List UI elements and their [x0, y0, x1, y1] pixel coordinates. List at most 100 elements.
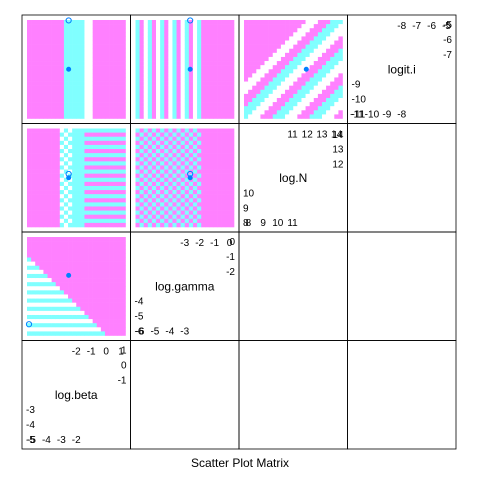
heatmap-cell [217, 194, 222, 199]
heatmap-cell [213, 69, 218, 74]
heatmap-cell [330, 40, 335, 45]
heatmap-cell [334, 97, 339, 103]
heatmap-cell [297, 56, 302, 62]
heatmap-cell [321, 77, 327, 82]
heatmap-cell [309, 61, 315, 66]
heatmap-cell [184, 81, 190, 86]
heatmap-cell [109, 161, 114, 166]
heatmap-cell [84, 310, 89, 316]
heatmap-cell [244, 20, 249, 25]
heatmap-cell [109, 181, 114, 187]
diag-tick-label: -6 [135, 327, 144, 338]
heatmap-cell [321, 85, 327, 91]
heatmap-cell [264, 73, 269, 78]
heatmap-cell [139, 149, 144, 154]
heatmap-cell [225, 32, 231, 37]
heatmap-cell [121, 194, 126, 199]
heatmap-cell [326, 114, 331, 119]
heatmap-cell [221, 40, 227, 45]
heatmap-cell [217, 28, 222, 33]
heatmap-cell [184, 65, 190, 70]
heatmap-cell [321, 81, 327, 86]
heatmap-cell [76, 206, 81, 211]
heatmap-cell [80, 69, 85, 74]
heatmap-cell [76, 149, 81, 154]
heatmap-cell [192, 61, 198, 66]
heatmap-cell [80, 202, 85, 207]
heatmap-cell [264, 114, 269, 119]
heatmap-cell [76, 177, 81, 183]
heatmap-cell [104, 206, 110, 211]
heatmap-cell [248, 40, 253, 45]
heatmap-cell [39, 48, 44, 54]
heatmap-cell [68, 140, 73, 146]
heatmap-cell [59, 169, 65, 174]
heatmap-cell [88, 32, 93, 37]
heatmap-cell [84, 327, 89, 332]
heatmap-cell [47, 273, 52, 279]
heatmap-cell [51, 237, 57, 242]
heatmap-cell [35, 102, 40, 107]
heatmap-cell [297, 93, 302, 99]
heatmap-cell [47, 106, 52, 111]
heatmap-cell [59, 319, 65, 324]
heatmap-cell [229, 218, 235, 224]
heatmap-cell [289, 65, 294, 70]
heatmap-cell [113, 56, 118, 62]
heatmap-cell [213, 93, 218, 99]
heatmap-cell [326, 106, 331, 111]
heatmap-cell [109, 132, 114, 137]
heatmap-cell [88, 323, 93, 328]
heatmap-cell [184, 177, 190, 183]
heatmap-cell [109, 298, 114, 303]
heatmap-cell [164, 24, 169, 29]
heatmap-cell [135, 157, 140, 162]
heatmap-cell [321, 32, 327, 37]
heatmap-cell [63, 24, 69, 29]
heatmap-cell [176, 198, 181, 203]
heatmap-cell [27, 102, 32, 107]
heatmap-cell [43, 144, 48, 150]
heatmap-cell [121, 89, 126, 95]
heatmap-cell [256, 48, 261, 54]
heatmap-cell [225, 144, 231, 150]
heatmap-cell [209, 218, 214, 224]
heatmap-cell [68, 56, 73, 62]
heatmap-cell [338, 97, 343, 103]
heatmap-cell [164, 206, 169, 211]
heatmap-cell [55, 214, 61, 220]
heatmap-cell [285, 114, 290, 119]
diag-tick-label: 1 [118, 347, 124, 358]
heatmap-cell [109, 302, 114, 308]
heatmap-cell [104, 136, 110, 142]
heatmap-cell [43, 73, 48, 78]
heatmap-cell [80, 261, 85, 267]
heatmap-cell [285, 97, 290, 103]
heatmap-cell [55, 265, 61, 271]
heatmap-cell [326, 93, 331, 99]
heatmap-cell [192, 20, 198, 25]
heatmap-cell [51, 261, 57, 267]
heatmap-cell [68, 294, 73, 299]
heatmap-cell [92, 218, 98, 224]
heatmap-cell [338, 93, 343, 99]
heatmap-cell [176, 77, 181, 82]
heatmap-cell [76, 323, 81, 328]
heatmap-cell [293, 28, 298, 33]
heatmap-cell [47, 144, 52, 150]
heatmap-cell [51, 110, 57, 115]
diag-tick-label: -1 [210, 238, 219, 249]
heatmap-cell [217, 24, 222, 29]
heatmap-cell [147, 89, 153, 95]
heatmap-cell [205, 48, 210, 54]
heatmap-cell [117, 136, 122, 142]
heatmap-cell [184, 149, 190, 154]
heatmap-cell [280, 93, 286, 99]
heatmap-cell [47, 165, 52, 170]
heatmap-cell [221, 44, 227, 50]
heatmap-cell [139, 169, 144, 174]
heatmap-cell [72, 294, 77, 299]
heatmap-cell [31, 89, 36, 95]
heatmap-cell [72, 93, 77, 99]
heatmap-cell [317, 20, 323, 25]
